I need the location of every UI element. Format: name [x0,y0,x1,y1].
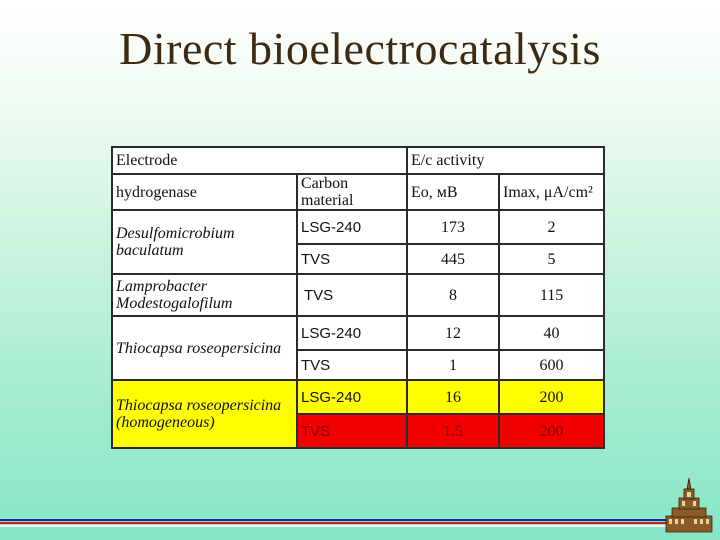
organism-cell: Thiocapsa roseopersicina (homogeneous) [111,379,298,449]
table-row: Thiocapsa roseopersicina (homogeneous) L… [111,379,606,449]
imax-cell: 40 [498,315,606,351]
e0-cell: 12 [406,315,501,351]
table-row: Thiocapsa roseopersicina LSG-240 12 40 [111,315,606,381]
slide-title: Direct bioelectrocatalysis [119,23,601,74]
header-hydrogenase: hydrogenase [111,173,298,211]
footer-rule-blue [0,519,668,521]
material-cell: TVS [295,349,409,381]
e0-cell: 173 [406,209,501,245]
e0-cell: 16 [406,379,501,415]
e0-cell: 1.5 [406,413,501,449]
e0-cell: 445 [406,243,501,275]
university-building-icon [665,478,713,533]
e0-cell: 8 [406,273,501,317]
header-activity: E/c activity [406,146,606,175]
imax-cell: 200 [498,413,606,449]
material-cell: LSG-240 [295,379,409,415]
organism-cell: Lamprobacter Modestogalofilum [111,273,298,317]
header-e0: Eo, мВ [406,173,501,211]
organism-cell: Thiocapsa roseopersicina [111,315,298,381]
material-cell: LSG-240 [295,315,409,351]
imax-cell: 115 [498,273,606,317]
imax-cell: 600 [498,349,606,381]
material-cell: TVS [295,273,409,317]
organism-cell: Desulfomicrobium baculatum [111,209,298,275]
material-cell: TVS [295,243,409,275]
footer-rule-red [0,522,668,524]
material-cell: TVS [295,413,409,449]
header-electrode: Electrode [110,146,409,175]
table-row: TVS 1 600 [112,349,606,381]
imax-cell: 5 [498,243,606,275]
header-carbon-material: Carbon material [295,173,409,211]
hydrogenase-table: Electrode E/c activity hydrogenase Carbo… [110,146,606,449]
footer-rule-white [0,525,668,527]
material-cell: LSG-240 [295,209,409,245]
table-row: TVS 1.5 200 [112,413,606,449]
table-row: TVS 445 5 [112,243,606,275]
table-row: Lamprobacter Modestogalofilum TVS 8 115 [111,273,606,317]
table-row: Desulfomicrobium baculatum LSG-240 173 2 [111,209,606,275]
e0-cell: 1 [406,349,501,381]
imax-cell: 2 [498,209,606,245]
header-imax: Imax, μA/cm² [498,173,606,211]
imax-cell: 200 [498,379,606,415]
